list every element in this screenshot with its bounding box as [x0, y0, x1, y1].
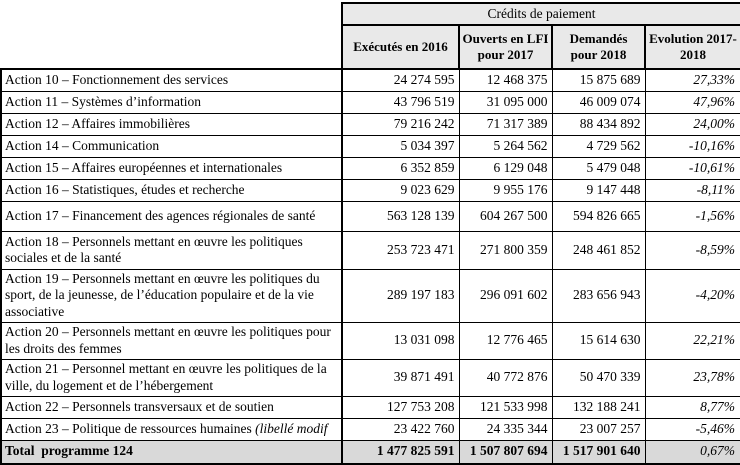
value-evolution: -5,46%: [644, 417, 740, 441]
value-dem-2018: 9 147 448: [551, 178, 646, 202]
action-label: Action 20 – Personnels mettant en œuvre …: [0, 321, 343, 360]
value-dem-2018: 594 826 665: [551, 200, 646, 232]
value-dem-2018: 15 614 630: [551, 321, 646, 360]
action-label: Action 15 – Affaires européennes et inte…: [0, 156, 343, 180]
value-evolution: 24,00%: [644, 112, 740, 136]
value-dem-2018: 15 875 689: [551, 68, 646, 92]
column-header-evolution: Evolution 2017-2018: [643, 24, 740, 70]
value-exec-2016: 289 197 183: [341, 268, 460, 323]
blank-corner: [1, 3, 342, 25]
value-evolution: 23,78%: [644, 358, 740, 397]
table-row-action-21: Action 21 – Personnel mettant en œuvre l…: [0, 358, 740, 397]
action-label: Action 23 – Politique de ressources huma…: [0, 417, 343, 441]
total-evolution: 0,67%: [644, 439, 740, 465]
table-row-action-17: Action 17 – Financement des agences régi…: [0, 200, 740, 232]
table-row-action-15: Action 15 – Affaires européennes et inte…: [0, 156, 740, 180]
value-evolution: 22,21%: [644, 321, 740, 360]
value-dem-2018: 46 009 074: [551, 90, 646, 114]
value-lfi-2017: 24 335 344: [458, 417, 553, 441]
value-evolution: -8,59%: [644, 230, 740, 270]
value-dem-2018: 248 461 852: [551, 230, 646, 270]
value-exec-2016: 39 871 491: [341, 358, 460, 397]
action-label: Action 17 – Financement des agences régi…: [0, 200, 343, 232]
action-label: Action 18 – Personnels mettant en œuvre …: [0, 230, 343, 270]
column-header-executes-2016: Exécutés en 2016: [341, 24, 460, 70]
value-lfi-2017: 604 267 500: [458, 200, 553, 232]
table-row-action-23: Action 23 – Politique de ressources huma…: [0, 417, 740, 441]
value-evolution: -10,16%: [644, 134, 740, 158]
action-label: Action 10 – Fonctionnement des services: [0, 68, 343, 92]
table-row-total: Total programme 124 1 477 825 591 1 507 …: [0, 439, 740, 465]
table-row-action-20: Action 20 – Personnels mettant en œuvre …: [0, 321, 740, 360]
value-dem-2018: 50 470 339: [551, 358, 646, 397]
value-exec-2016: 13 031 098: [341, 321, 460, 360]
action-label: Action 16 – Statistiques, études et rech…: [0, 178, 343, 202]
value-exec-2016: 127 753 208: [341, 395, 460, 419]
action-label: Action 21 – Personnel mettant en œuvre l…: [0, 358, 343, 397]
value-dem-2018: 23 007 257: [551, 417, 646, 441]
value-lfi-2017: 31 095 000: [458, 90, 553, 114]
action-label: Action 19 – Personnels mettant en œuvre …: [0, 268, 343, 323]
action-label: Action 14 – Communication: [0, 134, 343, 158]
value-exec-2016: 9 023 629: [341, 178, 460, 202]
value-evolution: -8,11%: [644, 178, 740, 202]
value-lfi-2017: 12 776 465: [458, 321, 553, 360]
table-row-action-18: Action 18 – Personnels mettant en œuvre …: [0, 230, 740, 270]
value-dem-2018: 283 656 943: [551, 268, 646, 323]
value-dem-2018: 4 729 562: [551, 134, 646, 158]
value-exec-2016: 5 034 397: [341, 134, 460, 158]
value-lfi-2017: 271 800 359: [458, 230, 553, 270]
value-evolution: -10,61%: [644, 156, 740, 180]
table-row-action-11: Action 11 – Systèmes d’information 43 79…: [0, 90, 740, 114]
group-title: Crédits de paiement: [340, 2, 740, 26]
value-evolution: -1,56%: [644, 200, 740, 232]
value-dem-2018: 132 188 241: [551, 395, 646, 419]
value-exec-2016: 23 422 760: [341, 417, 460, 441]
header-group-row: Crédits de paiement: [1, 2, 740, 26]
value-dem-2018: 5 479 048: [551, 156, 646, 180]
value-lfi-2017: 9 955 176: [458, 178, 553, 202]
table-row-action-10: Action 10 – Fonctionnement des services …: [0, 68, 740, 92]
value-exec-2016: 79 216 242: [341, 112, 460, 136]
value-evolution: 27,33%: [644, 68, 740, 92]
total-lfi-2017: 1 507 807 694: [458, 439, 553, 465]
total-exec-2016: 1 477 825 591: [341, 439, 460, 465]
value-lfi-2017: 5 264 562: [458, 134, 553, 158]
value-evolution: 47,96%: [644, 90, 740, 114]
value-lfi-2017: 121 533 998: [458, 395, 553, 419]
column-header-demandes-2018: Demandés pour 2018: [551, 24, 646, 70]
action-label: Action 22 – Personnels transversaux et d…: [0, 395, 343, 419]
total-dem-2018: 1 517 901 640: [551, 439, 646, 465]
table-row-action-16: Action 16 – Statistiques, études et rech…: [0, 178, 740, 202]
table-row-action-19: Action 19 – Personnels mettant en œuvre …: [0, 268, 740, 323]
value-evolution: 8,77%: [644, 395, 740, 419]
action-label-text: Action 23 – Politique de ressources huma…: [5, 420, 256, 436]
action-label: Action 11 – Systèmes d’information: [0, 90, 343, 114]
value-exec-2016: 24 274 595: [341, 68, 460, 92]
value-exec-2016: 6 352 859: [341, 156, 460, 180]
value-dem-2018: 88 434 892: [551, 112, 646, 136]
value-lfi-2017: 40 772 876: [458, 358, 553, 397]
value-lfi-2017: 12 468 375: [458, 68, 553, 92]
value-exec-2016: 563 128 139: [341, 200, 460, 232]
action-label: Action 12 – Affaires immobilières: [0, 112, 343, 136]
blank-corner: [1, 25, 342, 69]
value-exec-2016: 43 796 519: [341, 90, 460, 114]
action-label-note: (libellé modif: [255, 420, 328, 436]
table-row-action-22: Action 22 – Personnels transversaux et d…: [0, 395, 740, 419]
value-lfi-2017: 6 129 048: [458, 156, 553, 180]
value-lfi-2017: 296 091 602: [458, 268, 553, 323]
value-evolution: -4,20%: [644, 268, 740, 323]
column-header-ouverts-lfi-2017: Ouverts en LFI pour 2017: [458, 24, 553, 70]
total-label: Total programme 124: [0, 439, 343, 465]
value-exec-2016: 253 723 471: [341, 230, 460, 270]
table-row-action-12: Action 12 – Affaires immobilières 79 216…: [0, 112, 740, 136]
header-columns-row: Exécutés en 2016 Ouverts en LFI pour 201…: [1, 24, 740, 70]
table-row-action-14: Action 14 – Communication 5 034 397 5 26…: [0, 134, 740, 158]
value-lfi-2017: 71 317 389: [458, 112, 553, 136]
